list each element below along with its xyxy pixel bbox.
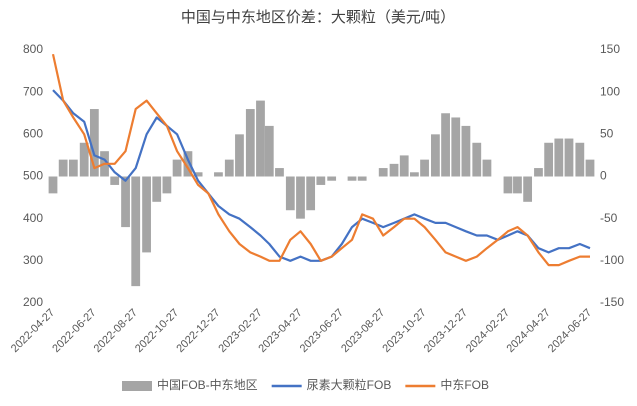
- bar: [224, 159, 234, 177]
- bar: [183, 151, 193, 177]
- legend-label: 中国FOB-中东地区: [157, 377, 258, 392]
- bar: [193, 172, 203, 177]
- bar: [378, 168, 388, 177]
- legend-label: 尿素大颗粒FOB: [307, 377, 392, 392]
- bar: [564, 138, 574, 177]
- bar: [513, 176, 522, 194]
- x-tick-label: 2024-04-27: [505, 307, 553, 355]
- bar: [357, 176, 367, 181]
- y2-tick-label: 0: [600, 169, 607, 183]
- bar: [399, 155, 409, 177]
- bar: [585, 159, 595, 177]
- y2-tick-label: 50: [600, 127, 614, 141]
- bar: [68, 159, 78, 177]
- x-tick-label: 2023-06-27: [298, 307, 346, 355]
- bar: [79, 142, 89, 177]
- bar: [256, 100, 265, 177]
- y-tick-label: 700: [23, 84, 43, 98]
- bar: [48, 176, 58, 194]
- bar: [575, 142, 585, 177]
- x-tick-label: 2023-10-27: [380, 307, 428, 355]
- bar: [503, 176, 513, 194]
- bar: [264, 125, 274, 177]
- y-tick-label: 400: [23, 211, 43, 225]
- bar: [347, 176, 357, 181]
- bar: [544, 142, 554, 177]
- x-tick-label: 2024-06-27: [546, 307, 594, 355]
- line: [51, 53, 590, 267]
- bar: [214, 172, 223, 177]
- bar: [89, 109, 99, 177]
- bar: [152, 176, 162, 202]
- bar: [235, 134, 244, 177]
- bar: [461, 125, 471, 177]
- bar: [142, 176, 151, 253]
- y-tick-label: 300: [23, 253, 43, 267]
- x-tick-label: 2022-06-27: [50, 307, 98, 355]
- bar: [534, 168, 543, 177]
- bar: [58, 159, 68, 177]
- bar: [296, 176, 305, 219]
- bar: [131, 176, 141, 287]
- bar: [523, 176, 533, 202]
- x-tick-label: 2023-08-27: [339, 307, 387, 355]
- x-tick-label: 2023-12-27: [422, 307, 470, 355]
- bar: [306, 176, 316, 211]
- bar: [285, 176, 295, 211]
- y2-tick-label: -150: [600, 295, 624, 309]
- bar: [554, 138, 564, 177]
- legend-label: 中东FOB: [440, 377, 489, 392]
- x-tick-label: 2022-10-27: [133, 307, 181, 355]
- bar: [410, 172, 419, 177]
- bar: [389, 163, 399, 177]
- x-tick-label: 2022-04-27: [9, 307, 57, 355]
- bar: [420, 159, 429, 177]
- bar: [451, 117, 461, 177]
- bar: [162, 176, 172, 194]
- y-tick-label: 500: [23, 169, 43, 183]
- bar: [121, 176, 130, 228]
- x-tick-label: 2023-04-27: [256, 307, 304, 355]
- y-tick-label: 200: [23, 295, 43, 309]
- bar: [172, 159, 182, 177]
- bar: [316, 176, 326, 185]
- bar: [275, 168, 284, 177]
- bar: [472, 142, 482, 177]
- y2-tick-label: -50: [600, 211, 618, 225]
- bar: [110, 176, 120, 185]
- y2-tick-label: 150: [600, 42, 620, 56]
- bar: [441, 113, 450, 177]
- x-tick-label: 2022-08-27: [92, 307, 140, 355]
- bar: [482, 159, 492, 177]
- bar: [245, 109, 255, 177]
- y-tick-label: 800: [23, 42, 43, 56]
- x-tick-label: 2022-12-27: [174, 307, 222, 355]
- bar: [327, 176, 337, 181]
- y2-tick-label: -100: [600, 253, 624, 267]
- y2-tick-label: 100: [600, 84, 620, 98]
- chart-title: 中国与中东地区价差：大颗粒（美元/吨）: [181, 9, 455, 26]
- bar: [431, 134, 440, 177]
- legend-swatch: [122, 381, 152, 391]
- y-tick-label: 600: [23, 127, 43, 141]
